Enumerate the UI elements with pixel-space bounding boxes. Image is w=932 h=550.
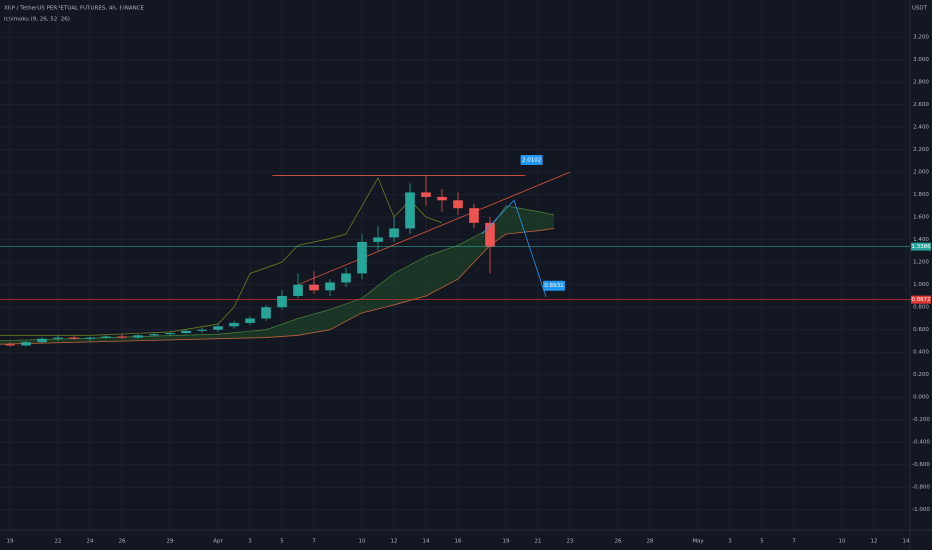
x-tick-label: 14 — [423, 539, 430, 545]
projection-label: 2.0102 — [522, 158, 541, 164]
projection-line — [481, 199, 547, 297]
x-tick-label: 3 — [248, 539, 252, 545]
indicator-line — [297, 171, 571, 286]
candle-body — [213, 326, 223, 330]
price-label: 0.8672 — [911, 297, 930, 303]
y-tick-label: 1.200 — [913, 260, 929, 266]
x-tick-label: 5 — [280, 539, 284, 545]
x-tick-label: 5 — [760, 539, 764, 545]
candle-body — [21, 342, 31, 346]
x-tick-label: 23 — [567, 539, 574, 545]
x-tick-label: 10 — [359, 539, 366, 545]
candle-body — [181, 330, 191, 334]
x-tick-label: 12 — [871, 539, 878, 545]
projection-label-bg — [520, 155, 543, 166]
candle-body — [389, 228, 399, 238]
y-tick-label: 0.000 — [913, 395, 929, 401]
x-tick-label: 16 — [455, 539, 462, 545]
x-tick-label: 22 — [55, 539, 62, 545]
candle-body — [5, 344, 15, 346]
candle-body — [469, 208, 479, 223]
x-tick-label: 12 — [391, 539, 398, 545]
candle-body — [149, 334, 159, 336]
y-tick-label: 0.200 — [913, 372, 929, 378]
y-tick-label: 3.000 — [913, 57, 929, 63]
x-tick-label: 10 — [839, 539, 846, 545]
x-tick-label: 26 — [615, 539, 622, 545]
x-tick-label: 3 — [728, 539, 732, 545]
candle-body — [309, 284, 319, 291]
y-tick-label: 2.200 — [913, 147, 929, 153]
x-tick-label: May — [692, 539, 704, 545]
y-tick-label: 0.600 — [913, 327, 929, 333]
x-tick-label: 21 — [535, 539, 542, 545]
y-tick-label: 3.200 — [913, 35, 929, 41]
candle-body — [117, 336, 127, 338]
y-tick-label: -0.400 — [912, 440, 930, 446]
ichimoku-cloud — [0, 205, 554, 345]
candle-body — [293, 284, 303, 296]
y-tick-label: 2.400 — [913, 125, 929, 131]
candle-body — [133, 335, 143, 338]
candle-body — [101, 336, 111, 338]
candle-body — [357, 241, 367, 274]
y-tick-label: 1.800 — [913, 192, 929, 198]
candle-body — [245, 318, 255, 323]
y-tick-label: -0.800 — [912, 485, 930, 491]
y-tick-label: 0.400 — [913, 350, 929, 356]
candle-body — [405, 192, 415, 229]
candle-body — [341, 273, 351, 283]
price-label-bg — [911, 295, 931, 304]
y-tick-label: 1.400 — [913, 237, 929, 243]
indicator-line — [0, 176, 443, 336]
candle-body — [277, 295, 287, 308]
x-tick-label: 19 — [503, 539, 510, 545]
x-tick-label: 7 — [792, 539, 796, 545]
candle-body — [421, 192, 431, 197]
span-b-line — [0, 228, 555, 345]
y-tick-label: 2.800 — [913, 80, 929, 86]
x-tick-label: 7 — [312, 539, 316, 545]
candle-body — [69, 337, 79, 339]
x-tick-label: 19 — [7, 539, 14, 545]
y-tick-label: 1.600 — [913, 215, 929, 221]
y-tick-label: 0.800 — [913, 305, 929, 311]
candle-body — [325, 282, 335, 291]
indicator-label: Ichimoku (9, 26, 52, 26) — [4, 17, 70, 23]
candle-body — [53, 337, 63, 339]
x-tick-label: 29 — [167, 539, 174, 545]
candle-body — [485, 222, 495, 247]
candle-body — [373, 237, 383, 242]
candle-body — [165, 333, 175, 335]
y-tick-label: 2.600 — [913, 102, 929, 108]
chart-title: XRP / TetherUS PERPETUAL FUTURES, 4h, BI… — [4, 6, 145, 12]
span-a-line — [0, 205, 555, 342]
y-tick-label: 2.000 — [913, 170, 929, 176]
y-tick-label: -0.600 — [912, 462, 930, 468]
candle-body — [437, 196, 447, 201]
x-tick-label: 24 — [87, 539, 94, 545]
projection-label-bg — [543, 280, 565, 291]
x-tick-label: 28 — [647, 539, 654, 545]
price-label: 1.3386 — [911, 244, 931, 250]
x-tick-label: 26 — [119, 539, 126, 545]
candle-body — [261, 307, 271, 319]
currency-label: USDT — [912, 6, 928, 12]
y-tick-label: -0.200 — [912, 417, 930, 423]
y-tick-label: -1.000 — [912, 507, 930, 513]
price-label-bg — [911, 242, 931, 251]
x-tick-label: Apr — [213, 539, 223, 545]
candle-body — [229, 322, 239, 327]
candle-body — [37, 338, 47, 343]
projection-label: 0.8931 — [544, 283, 563, 289]
candle-body — [85, 337, 95, 339]
y-tick-label: 1.000 — [913, 282, 929, 288]
x-tick-label: 14 — [903, 539, 910, 545]
candle-body — [197, 329, 207, 331]
candle-body — [453, 200, 463, 209]
